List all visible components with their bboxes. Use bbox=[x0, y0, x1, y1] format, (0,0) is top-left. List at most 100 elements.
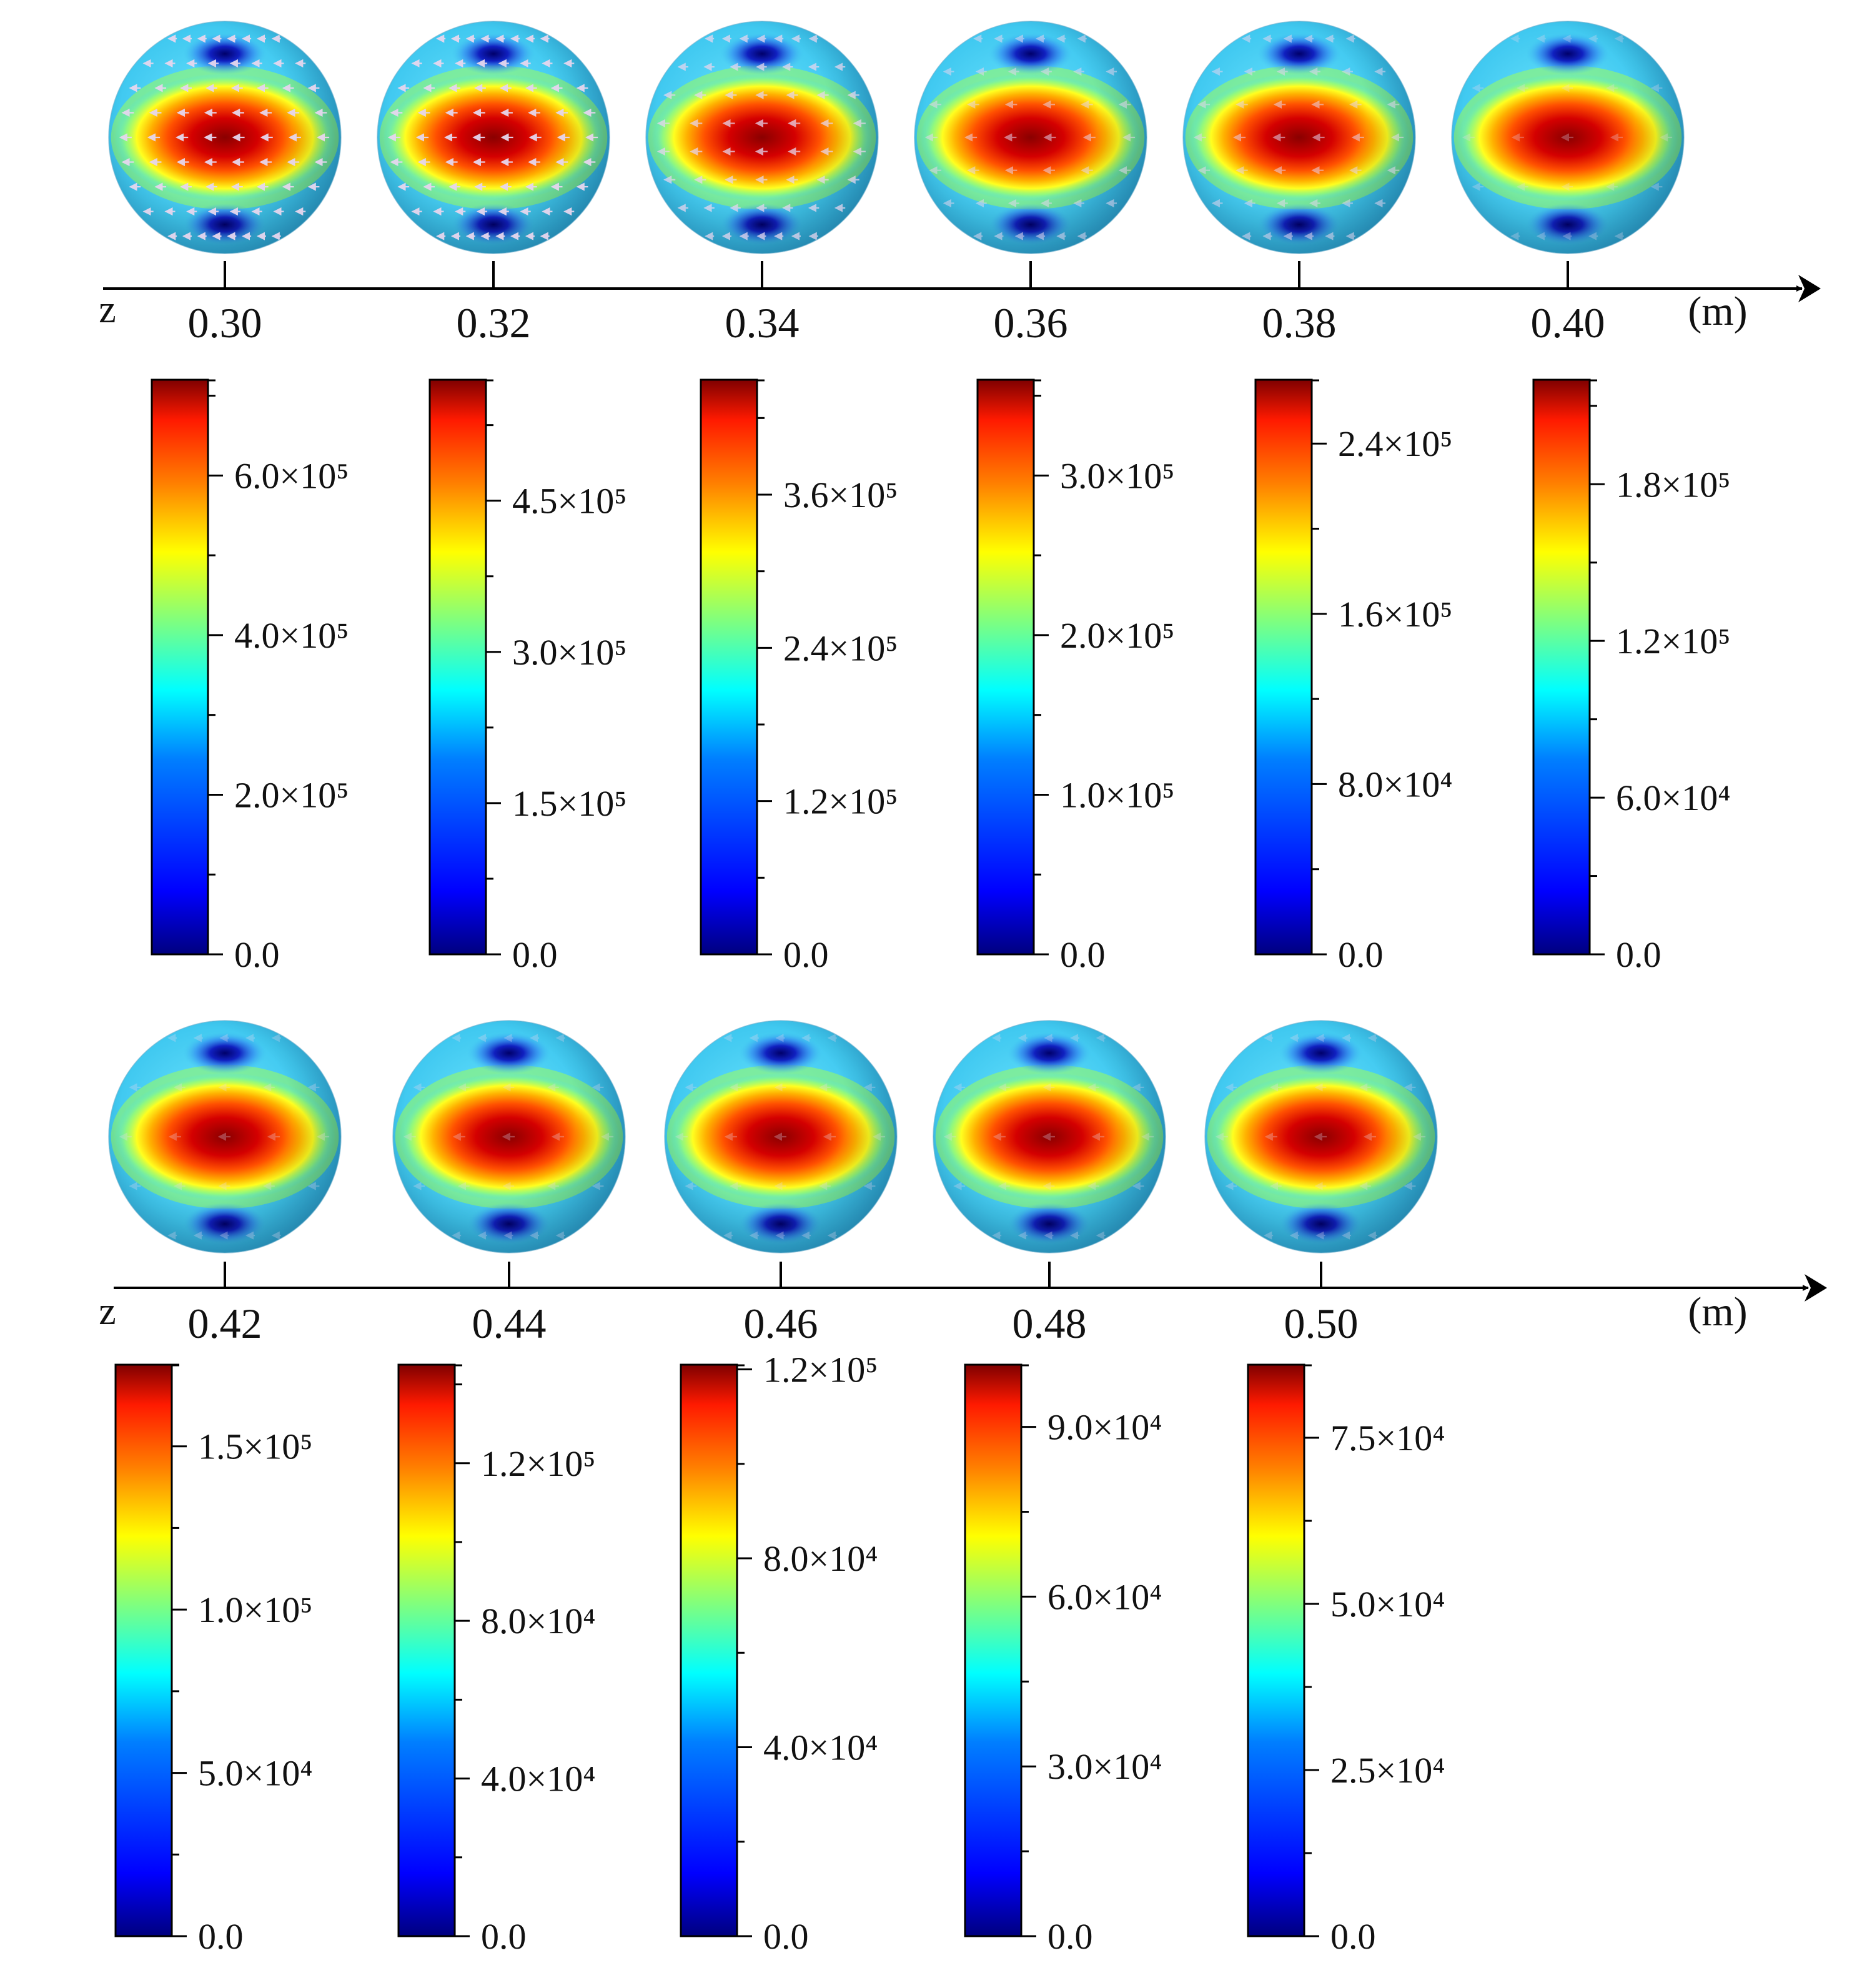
z-position-label: 0.42 bbox=[188, 1300, 262, 1347]
sphere-outline bbox=[377, 21, 610, 254]
colorbar-z-0.44: 0.0 4.0×10⁴ 8.0×10⁴ 1.2×10⁵ bbox=[397, 1363, 595, 1957]
sphere-z-0.42 bbox=[108, 1020, 342, 1254]
sphere-z-0.50 bbox=[1204, 1020, 1438, 1254]
colorbar-tick-label: 0.0 bbox=[481, 1916, 527, 1957]
colorbar-tick-label: 1.6×10⁵ bbox=[1338, 594, 1452, 635]
sphere-outline bbox=[108, 21, 342, 254]
colorbar-tick-label: 0.0 bbox=[1330, 1916, 1376, 1957]
vector-arrows bbox=[924, 34, 1136, 240]
colorbar-tick-label: 6.0×10⁵ bbox=[234, 455, 349, 496]
z-position-label: 0.36 bbox=[994, 299, 1068, 347]
colorbar-gradient bbox=[700, 378, 758, 956]
row-1: z (m) 0.30 0.0 2.0×10⁵ 4.0×10⁵ 6.0×10⁵ 0.32 0.0 1… bbox=[99, 21, 1821, 975]
colorbar-tick-label: 1.0×10⁵ bbox=[1060, 774, 1174, 815]
colorbar-z-0.34: 0.0 1.2×10⁵ 2.4×10⁵ 3.6×10⁵ bbox=[700, 378, 898, 975]
z-position-label: 0.40 bbox=[1531, 299, 1605, 347]
colorbar-tick-label: 8.0×10⁴ bbox=[1338, 764, 1452, 804]
figure-layer: z (m) 0.30 0.0 2.0×10⁵ 4.0×10⁵ 6.0×10⁵ 0.32 0.0 1… bbox=[99, 21, 1827, 1957]
colorbar-tick-label: 1.5×10⁵ bbox=[198, 1427, 312, 1467]
sphere-outline bbox=[914, 21, 1147, 254]
colorbar-tick-label: 5.0×10⁴ bbox=[198, 1753, 312, 1794]
sphere-z-0.48 bbox=[933, 1020, 1166, 1254]
sphere-outline bbox=[933, 1020, 1166, 1254]
colorbar-gradient bbox=[964, 1363, 1023, 1937]
colorbar-tick-label: 3.0×10⁴ bbox=[1047, 1746, 1162, 1787]
colorbar-z-0.46: 0.0 4.0×10⁴ 8.0×10⁴ 1.2×10⁵ bbox=[680, 1350, 878, 1957]
vector-arrows bbox=[675, 1034, 886, 1240]
colorbar-tick-label: 7.5×10⁴ bbox=[1330, 1418, 1445, 1458]
vector-arrows bbox=[387, 34, 598, 240]
colorbar-tick-label: 8.0×10⁴ bbox=[763, 1538, 878, 1579]
colorbar-z-0.30: 0.0 2.0×10⁵ 4.0×10⁵ 6.0×10⁵ bbox=[151, 378, 349, 975]
colorbar-gradient bbox=[680, 1363, 738, 1937]
colorbar-gradient bbox=[428, 378, 487, 956]
vector-arrows bbox=[403, 1034, 614, 1240]
colorbar-tick-label: 5.0×10⁴ bbox=[1330, 1584, 1445, 1625]
colorbar-gradient bbox=[151, 378, 209, 956]
z-position-label: 0.32 bbox=[457, 299, 531, 347]
colorbar-tick-label: 1.2×10⁵ bbox=[481, 1443, 595, 1484]
colorbar-tick-label: 1.8×10⁵ bbox=[1616, 464, 1730, 505]
colorbar-tick-label: 0.0 bbox=[783, 934, 829, 975]
colorbar-tick-label: 0.0 bbox=[234, 934, 280, 975]
row-2: z (m) 0.42 0.0 5.0×10⁴ 1.0×10⁵ 1.5×10⁵ 0.44 0.0 4… bbox=[99, 1020, 1827, 1957]
colorbar-tick-label: 0.0 bbox=[198, 1916, 244, 1957]
vector-arrows bbox=[119, 34, 330, 240]
sphere-shading bbox=[646, 21, 878, 254]
sphere-shading bbox=[377, 21, 610, 254]
sphere-outline bbox=[664, 1020, 898, 1254]
colorbar-tick-label: 4.0×10⁴ bbox=[481, 1759, 595, 1799]
vector-arrows bbox=[119, 1034, 330, 1240]
sphere-z-0.34 bbox=[645, 21, 879, 254]
z-position-label: 0.46 bbox=[744, 1300, 818, 1347]
colorbar-tick-label: 3.0×10⁵ bbox=[1060, 455, 1174, 496]
colorbar-gradient bbox=[397, 1363, 456, 1937]
colorbar-gradient bbox=[1247, 1363, 1305, 1937]
colorbar-z-0.36: 0.0 1.0×10⁵ 2.0×10⁵ 3.0×10⁵ bbox=[976, 378, 1174, 975]
colorbar-gradient bbox=[114, 1363, 173, 1937]
vector-arrows bbox=[656, 34, 866, 240]
colorbar-gradient bbox=[1254, 378, 1313, 956]
sphere-shading bbox=[1183, 21, 1415, 254]
colorbar-tick-label: 4.0×10⁵ bbox=[234, 615, 349, 656]
z-position-label: 0.44 bbox=[472, 1300, 547, 1347]
sphere-outline bbox=[392, 1020, 626, 1254]
colorbar-tick-label: 3.0×10⁵ bbox=[512, 632, 626, 673]
sphere-z-0.44 bbox=[392, 1020, 626, 1254]
z-position-label: 0.38 bbox=[1262, 299, 1337, 347]
colorbar-tick-label: 2.4×10⁵ bbox=[1338, 423, 1452, 464]
sphere-outline bbox=[1204, 1020, 1438, 1254]
axis-symbol: z bbox=[99, 289, 116, 331]
sphere-z-0.32 bbox=[377, 21, 610, 254]
colorbar-z-0.40: 0.0 6.0×10⁴ 1.2×10⁵ 1.8×10⁵ bbox=[1532, 378, 1730, 975]
colorbar-z-0.38: 0.0 8.0×10⁴ 1.6×10⁵ 2.4×10⁵ bbox=[1254, 378, 1452, 975]
colorbar-tick-label: 0.0 bbox=[1047, 1916, 1093, 1957]
colorbar-tick-label: 0.0 bbox=[1060, 934, 1106, 975]
vector-arrows bbox=[1215, 1034, 1426, 1240]
colorbar-tick-label: 2.0×10⁵ bbox=[234, 774, 349, 815]
sphere-shading bbox=[109, 21, 341, 254]
colorbar-tick-label: 6.0×10⁴ bbox=[1047, 1576, 1162, 1617]
axis-symbol: z bbox=[99, 1290, 116, 1333]
colorbar-tick-label: 1.2×10⁵ bbox=[783, 781, 898, 822]
colorbar-tick-label: 2.5×10⁴ bbox=[1330, 1750, 1445, 1791]
sphere-z-0.46 bbox=[664, 1020, 898, 1254]
colorbar-tick-label: 3.6×10⁵ bbox=[783, 475, 898, 515]
colorbar-tick-label: 4.5×10⁵ bbox=[512, 481, 626, 522]
colorbar-tick-label: 0.0 bbox=[763, 1916, 809, 1957]
sphere-outline bbox=[108, 1020, 342, 1254]
z-axis-arrowhead bbox=[1798, 275, 1821, 302]
colorbar-z-0.42: 0.0 5.0×10⁴ 1.0×10⁵ 1.5×10⁵ bbox=[114, 1363, 312, 1957]
vector-arrows bbox=[1462, 34, 1673, 240]
colorbar-tick-label: 1.5×10⁵ bbox=[512, 783, 626, 824]
vector-arrows bbox=[943, 1034, 1154, 1240]
axis-unit: (m) bbox=[1688, 1289, 1747, 1335]
colorbar-gradient bbox=[976, 378, 1035, 956]
colorbar-z-0.32: 0.0 1.5×10⁵ 3.0×10⁵ 4.5×10⁵ bbox=[428, 378, 626, 975]
sphere-z-0.38 bbox=[1182, 21, 1416, 254]
colorbar-tick-label: 1.2×10⁵ bbox=[763, 1350, 878, 1390]
sphere-z-0.36 bbox=[914, 21, 1147, 254]
sphere-z-0.30 bbox=[108, 21, 342, 254]
colorbar-z-0.50: 0.0 2.5×10⁴ 5.0×10⁴ 7.5×10⁴ bbox=[1247, 1363, 1445, 1957]
